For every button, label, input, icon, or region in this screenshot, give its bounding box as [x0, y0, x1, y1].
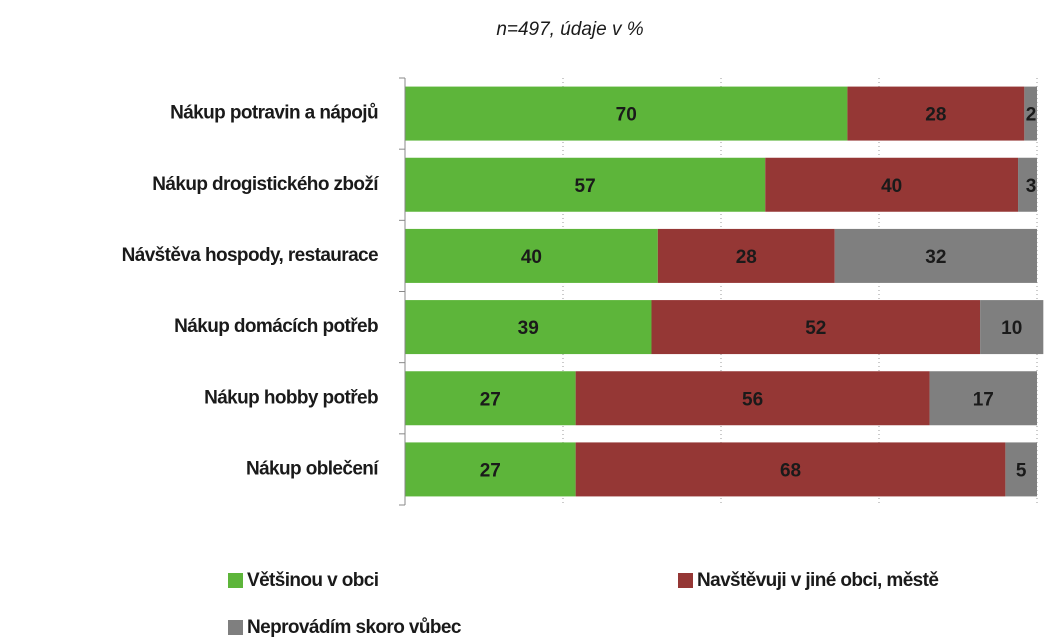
data-label: 32 [925, 247, 946, 268]
data-label: 27 [480, 460, 501, 481]
bar-segment [929, 371, 1037, 426]
bar-segment [657, 228, 835, 283]
bar-segment [405, 371, 576, 426]
y-tick-label: Nákup oblečení [246, 458, 379, 479]
data-label: 27 [480, 389, 501, 410]
data-label: 5 [1016, 460, 1027, 481]
y-tick-label: Nákup drogistického zboží [152, 174, 379, 195]
bar-segment [847, 86, 1025, 141]
data-label: 40 [521, 247, 542, 268]
y-tick-label: Nákup hobby potřeb [204, 387, 378, 408]
bar-segment [405, 442, 576, 497]
data-label: 28 [736, 247, 757, 268]
y-tick-label: Návštěva hospody, restaurace [122, 245, 378, 266]
legend-swatch [678, 573, 693, 588]
bar-segment [405, 157, 766, 212]
y-tick-label: Nákup domácích potřeb [174, 316, 378, 337]
data-label: 17 [973, 389, 994, 410]
bar-segment [651, 300, 981, 355]
bar-segment [765, 157, 1019, 212]
bar-segment [405, 228, 658, 283]
bar-segment [980, 300, 1044, 355]
data-label: 56 [742, 389, 763, 410]
legend-swatch [228, 573, 243, 588]
data-label: 39 [518, 318, 539, 339]
bar-segment [1018, 157, 1037, 212]
chart-subtitle: n=497, údaje v % [496, 19, 643, 40]
data-label: 52 [805, 318, 826, 339]
legend-swatch [228, 620, 243, 635]
data-label: 28 [925, 105, 946, 126]
data-label: 40 [881, 176, 902, 197]
bar-segment [1024, 86, 1037, 141]
bar-segment [575, 371, 930, 426]
data-label: 2 [1026, 105, 1037, 126]
legend-label: Většinou v obci [247, 570, 378, 591]
bar-segment [575, 442, 1006, 497]
bar-segment [405, 86, 848, 141]
bar-segment [405, 300, 652, 355]
bar-segment [834, 228, 1037, 283]
legend-label: Navštěvuji v jiné obci, městě [697, 570, 938, 591]
data-label: 70 [616, 105, 637, 126]
legend-label: Neprovádím skoro vůbec [247, 617, 462, 638]
data-label: 57 [575, 176, 596, 197]
y-tick-label: Nákup potravin a nápojů [170, 103, 378, 124]
data-label: 3 [1026, 176, 1037, 197]
data-label: 10 [1001, 318, 1022, 339]
bar-segment [1005, 442, 1037, 497]
data-label: 68 [780, 460, 801, 481]
